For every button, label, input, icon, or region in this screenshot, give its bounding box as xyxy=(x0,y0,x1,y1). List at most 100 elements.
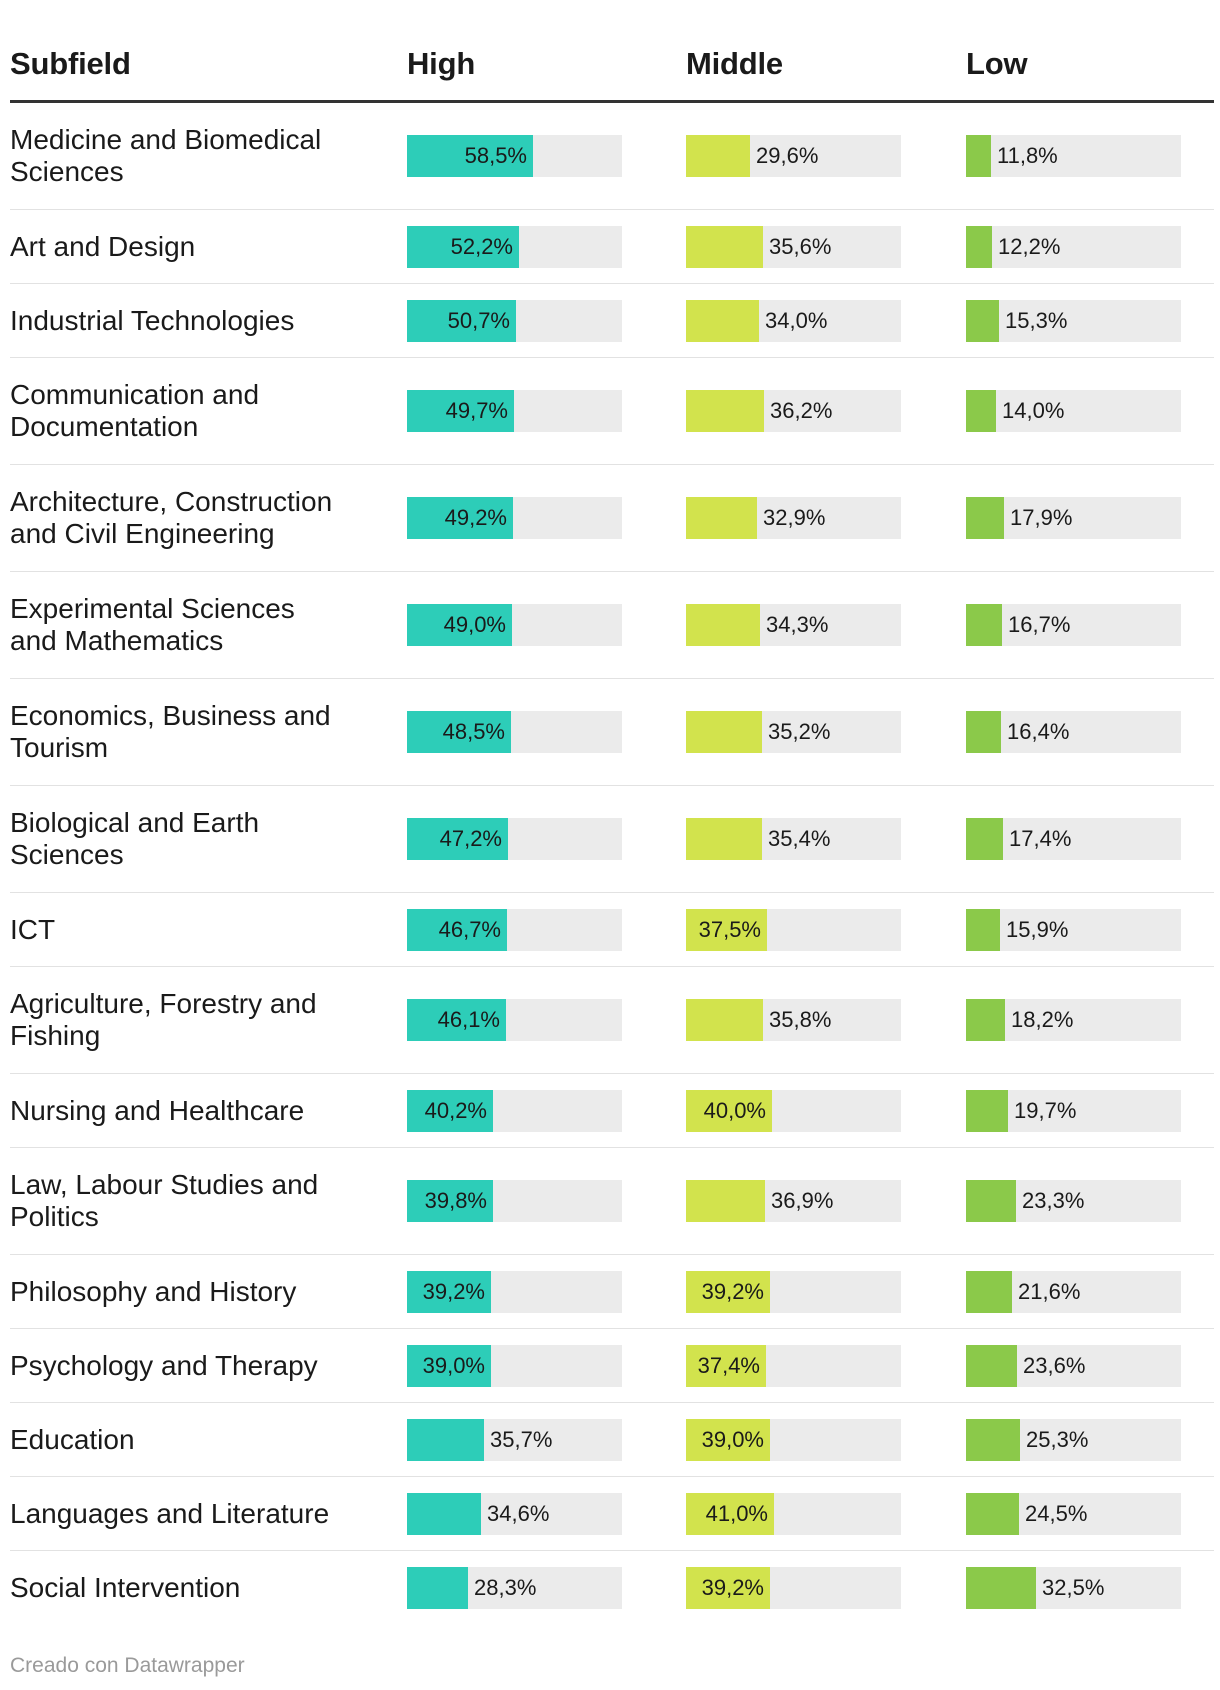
subfield-label: Philosophy and History xyxy=(10,1276,355,1308)
high-value-label: 58,5% xyxy=(464,143,527,168)
high-bar-track: 58,5% xyxy=(407,135,622,177)
middle-bar-track: 35,2% xyxy=(686,711,901,753)
high-bar-track: 35,7% xyxy=(407,1418,622,1461)
low-value-label: 23,6% xyxy=(1023,1352,1086,1378)
high-bar-track: 39,0% xyxy=(407,1344,622,1387)
subfield-label: Art and Design xyxy=(10,231,355,263)
middle-bar xyxy=(686,1089,772,1132)
high-value-label: 40,2% xyxy=(424,1097,487,1123)
middle-bar-track: 40,0% xyxy=(686,1089,901,1132)
table-row: Philosophy and History 39,2% 39,2% 21,6% xyxy=(10,1255,1214,1329)
high-bar xyxy=(407,818,508,860)
subfield-label-line: Architecture, Construction xyxy=(10,486,333,517)
low-value-label: 17,9% xyxy=(1010,505,1073,530)
subfield-label: Biological and Earth Sciences xyxy=(10,807,355,871)
low-value-label: 12,2% xyxy=(998,233,1061,259)
low-bar-track: 23,6% xyxy=(966,1344,1181,1387)
high-bar-track: 48,5% xyxy=(407,711,622,753)
middle-value-label: 37,5% xyxy=(698,916,761,942)
middle-value-label: 36,2% xyxy=(770,398,833,423)
low-bar xyxy=(966,908,1000,951)
subfield-label-line: Sciences xyxy=(10,156,124,187)
low-value-label: 16,4% xyxy=(1007,719,1070,744)
middle-bar-track: 41,0% xyxy=(686,1492,901,1535)
middle-bar xyxy=(686,135,750,177)
low-bar-track: 25,3% xyxy=(966,1418,1181,1461)
subfield-label-line: Economics, Business and xyxy=(10,700,331,731)
middle-value-label: 34,3% xyxy=(766,612,829,637)
high-bar xyxy=(407,908,507,951)
subfield-label-line: Biological and Earth xyxy=(10,807,260,838)
middle-value-label: 39,2% xyxy=(701,1574,764,1600)
subfield-label-line: Social Intervention xyxy=(10,1571,241,1603)
subfield-label: Economics, Business and Tourism xyxy=(10,700,355,764)
subfield-label-line: Nursing and Healthcare xyxy=(10,1094,305,1126)
table-body: Medicine and Biomedical Sciences 58,5% 29,6… xyxy=(10,103,1214,1624)
middle-bar-track: 34,0% xyxy=(686,299,901,342)
middle-bar-track: 29,6% xyxy=(686,135,901,177)
low-bar xyxy=(966,711,1001,753)
low-bar-track: 19,7% xyxy=(966,1089,1181,1132)
subfield-label: Social Intervention xyxy=(10,1572,355,1604)
subfield-label-line: and Civil Engineering xyxy=(10,518,275,549)
middle-bar xyxy=(686,299,759,342)
table-row: Art and Design 52,2% 35,6% 12,2% xyxy=(10,210,1214,284)
subfield-label: Nursing and Healthcare xyxy=(10,1095,355,1127)
subfield-label-line: Agriculture, Forestry and xyxy=(10,988,317,1019)
subfield-label-line: Tourism xyxy=(10,732,109,763)
high-bar xyxy=(407,604,512,646)
low-bar xyxy=(966,497,1004,539)
header-subfield: Subfield xyxy=(10,46,131,81)
high-bar xyxy=(407,497,513,539)
middle-bar-track: 37,4% xyxy=(686,1344,901,1387)
high-value-label: 39,8% xyxy=(424,1188,487,1213)
subfield-label-line: Politics xyxy=(10,1201,99,1232)
subfield-label: Psychology and Therapy xyxy=(10,1350,355,1382)
low-bar-track: 12,2% xyxy=(966,225,1181,268)
high-bar-track: 49,0% xyxy=(407,604,622,646)
high-value-label: 52,2% xyxy=(450,233,513,259)
high-value-label: 34,6% xyxy=(487,1500,550,1526)
middle-bar-track: 36,9% xyxy=(686,1180,901,1222)
table-header: Subfield High Middle Low xyxy=(10,30,1214,103)
low-bar xyxy=(966,135,991,177)
subfield-label: Industrial Technologies xyxy=(10,305,355,337)
low-bar-track: 11,8% xyxy=(966,135,1181,177)
high-bar-track: 52,2% xyxy=(407,225,622,268)
middle-bar xyxy=(686,1418,770,1461)
low-value-label: 25,3% xyxy=(1026,1426,1089,1452)
high-bar xyxy=(407,225,519,268)
middle-bar xyxy=(686,999,763,1041)
low-bar xyxy=(966,390,996,432)
table-row: Experimental Sciences and Mathematics 49,0… xyxy=(10,572,1214,679)
subfield-label-line: Documentation xyxy=(10,411,199,442)
subfield-label-line: Sciences xyxy=(10,839,124,870)
middle-bar-track: 35,8% xyxy=(686,999,901,1041)
middle-value-label: 35,8% xyxy=(769,1007,832,1032)
low-value-label: 17,4% xyxy=(1009,826,1072,851)
high-bar xyxy=(407,1492,481,1535)
subfield-label: Agriculture, Forestry and Fishing xyxy=(10,988,355,1052)
middle-bar xyxy=(686,1492,774,1535)
low-bar xyxy=(966,1180,1016,1222)
low-bar xyxy=(966,1344,1017,1387)
high-bar xyxy=(407,1566,468,1609)
low-value-label: 18,2% xyxy=(1011,1007,1074,1032)
high-bar xyxy=(407,999,506,1041)
low-value-label: 19,7% xyxy=(1014,1097,1077,1123)
middle-value-label: 29,6% xyxy=(756,143,819,168)
high-value-label: 49,0% xyxy=(443,612,506,637)
middle-bar xyxy=(686,225,763,268)
low-value-label: 23,3% xyxy=(1022,1188,1085,1213)
subfield-label-line: Industrial Technologies xyxy=(10,304,295,336)
low-value-label: 15,3% xyxy=(1005,307,1068,333)
high-value-label: 46,7% xyxy=(438,916,501,942)
high-value-label: 47,2% xyxy=(439,826,502,851)
middle-value-label: 40,0% xyxy=(703,1097,766,1123)
middle-bar-track: 39,0% xyxy=(686,1418,901,1461)
low-bar-track: 15,3% xyxy=(966,299,1181,342)
low-bar xyxy=(966,818,1003,860)
high-bar xyxy=(407,299,516,342)
subfield-label: Education xyxy=(10,1424,355,1456)
low-value-label: 32,5% xyxy=(1042,1574,1105,1600)
